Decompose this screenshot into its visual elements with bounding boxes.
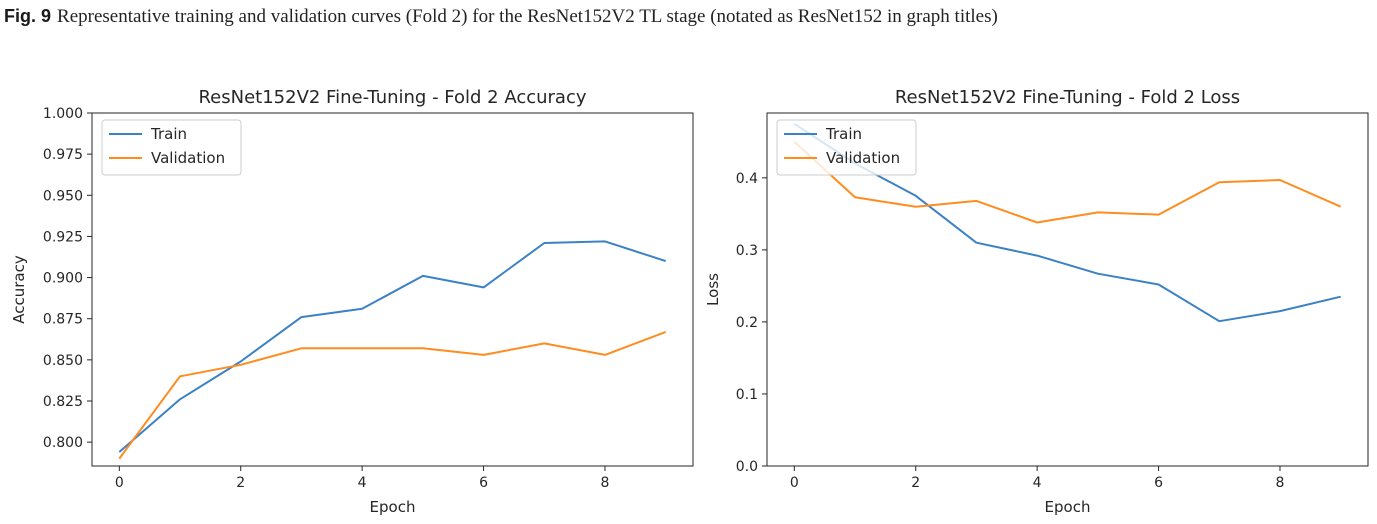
y-tick-label: 0.950 [43,188,83,204]
x-tick-label: 2 [911,475,920,491]
y-tick-label: 0.975 [43,147,83,163]
x-tick-label: 0 [790,475,799,491]
y-axis-label: Loss [704,273,722,306]
y-tick-label: 0.825 [43,394,83,410]
plot-frame [91,112,694,467]
chart-accuracy: ResNet152V2 Fine-Tuning - Fold 2 Accurac… [10,87,694,516]
y-tick-label: 0.925 [43,229,83,245]
chart-loss: ResNet152V2 Fine-Tuning - Fold 2 Loss 0 2 4… [704,87,1369,516]
x-tick-label: 6 [1154,475,1163,491]
y-tick-label: 0.900 [43,271,83,287]
x-tick-label: 4 [358,475,367,491]
x-axis-label: Epoch [1045,498,1091,516]
y-tick-label: 0.2 [736,315,758,331]
x-tick-label: 2 [236,475,245,491]
series-line-train [793,122,1341,323]
legend-label: Train [825,125,862,143]
y-tick-label: 0.4 [736,171,758,187]
x-tick-label: 6 [479,475,488,491]
legend: Train Validation [101,119,242,176]
series-line-validation [793,141,1342,224]
y-tick-label: 0.3 [736,243,758,259]
legend-label: Validation [151,149,225,167]
x-axis-label: Epoch [370,498,416,516]
y-tick-label: 0.875 [43,312,83,328]
y-tick-label: 0.1 [736,387,758,403]
legend-label: Train [150,125,187,143]
plot-frame [766,112,1369,467]
chart-title: ResNet152V2 Fine-Tuning - Fold 2 Accurac… [198,87,586,108]
x-tick-label: 8 [601,475,610,491]
chart-title: ResNet152V2 Fine-Tuning - Fold 2 Loss [895,87,1240,108]
x-tick-label: 0 [115,475,124,491]
figure-label: Fig. 9 [4,6,52,26]
x-tick-label: 8 [1276,475,1285,491]
y-tick-label: 0.0 [736,459,758,475]
figure-caption-text: Representative training and validation c… [57,6,998,27]
y-axis-label: Accuracy [10,255,28,324]
figure-caption: Fig. 9 Representative training and valida… [4,6,1373,28]
legend: Train Validation [776,119,917,176]
series-line-train [118,240,667,453]
y-tick-label: 0.850 [43,353,83,369]
legend-label: Validation [826,149,900,167]
series-line-validation [118,330,667,460]
y-tick-label: 0.800 [43,435,83,451]
y-tick-label: 1.000 [43,106,83,122]
x-tick-label: 4 [1033,475,1042,491]
